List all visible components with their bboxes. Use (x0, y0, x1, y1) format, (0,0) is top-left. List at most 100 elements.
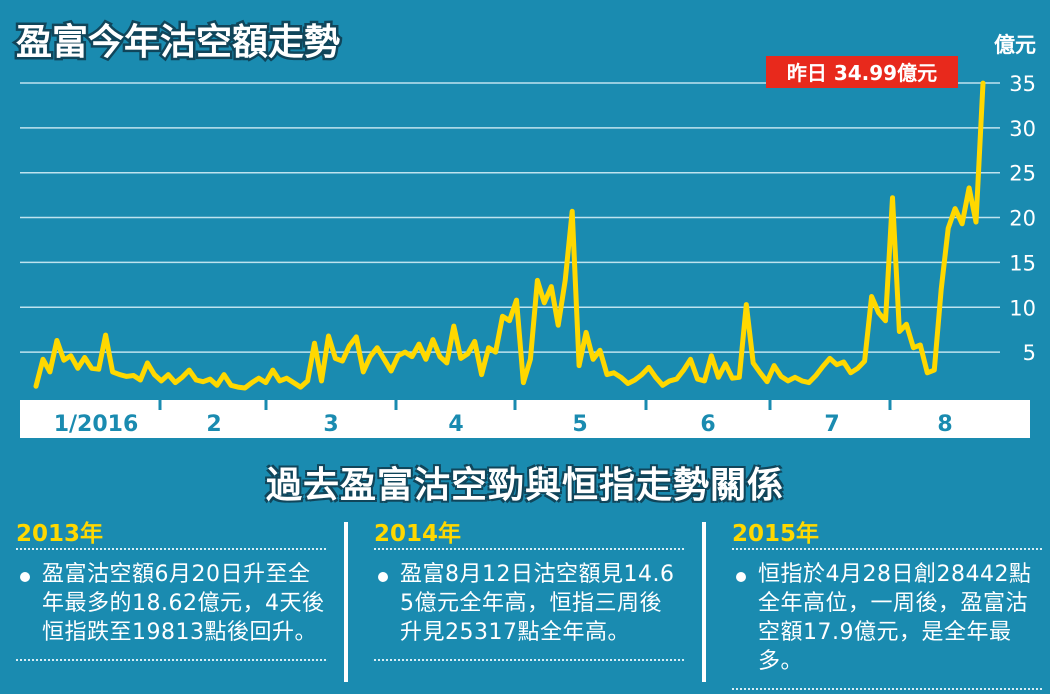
dotted-divider (16, 548, 326, 550)
column-divider (702, 522, 706, 682)
data-point (326, 333, 331, 339)
x-tick-label: 6 (700, 412, 715, 437)
data-point (103, 332, 108, 338)
y-axis-unit: 億元 (994, 33, 1036, 57)
data-point (284, 376, 289, 381)
panel-body: 盈富8月12日沽空額見14.65億元全年高，恒指三周後升見25317點全年高。 (374, 560, 684, 647)
y-axis-labels: 5 10 15 20 25 30 35 (1009, 72, 1036, 365)
bullet-icon (378, 572, 388, 582)
panel-year: 2014年 (374, 521, 462, 547)
data-point (159, 378, 164, 384)
data-point (305, 378, 310, 384)
data-point (841, 359, 846, 365)
data-point (771, 363, 777, 368)
data-point (214, 383, 220, 388)
data-point (33, 384, 39, 389)
panel-text: 恒指於4月28日創28442點全年高位，一周後，盈富沽空額17.9億元，是全年最… (758, 562, 1032, 674)
data-point (451, 323, 456, 329)
data-point (604, 372, 610, 377)
data-point (479, 372, 484, 377)
data-point (291, 380, 296, 385)
data-point (737, 375, 742, 380)
data-point (834, 362, 839, 367)
data-point (68, 353, 74, 358)
data-point (597, 348, 603, 353)
data-point (827, 356, 832, 361)
data-point (618, 375, 624, 380)
gridlines (20, 82, 1000, 353)
data-point (500, 314, 505, 319)
data-point (200, 379, 206, 384)
bullet-icon (736, 572, 746, 582)
data-point (89, 366, 94, 371)
data-point (514, 297, 519, 303)
data-point (444, 360, 449, 366)
data-point (180, 375, 185, 380)
bullet-icon (20, 572, 30, 582)
panel-body: 盈富沽空額6月20日升至全年最多的18.62億元，4天後恒指跌至19813點後回… (16, 560, 326, 647)
data-point (966, 185, 972, 191)
data-point (535, 278, 540, 283)
x-tick-label: 4 (448, 412, 463, 437)
data-point (242, 385, 248, 391)
data-point (368, 354, 373, 359)
data-point (402, 349, 408, 355)
data-point (939, 287, 944, 292)
data-point (75, 366, 81, 371)
data-point (61, 358, 67, 363)
data-point (465, 351, 470, 357)
data-point (110, 369, 115, 375)
data-point (493, 349, 498, 355)
data-point (709, 353, 714, 358)
data-point (785, 378, 791, 384)
y-tick-label: 35 (1009, 72, 1036, 96)
data-point (173, 380, 178, 385)
data-point (883, 318, 888, 323)
data-point (228, 383, 234, 388)
data-point (361, 369, 366, 375)
data-point (813, 373, 819, 378)
data-point (688, 357, 693, 362)
data-point (486, 345, 491, 350)
data-point (730, 376, 735, 381)
series-line (33, 80, 986, 391)
data-point (876, 310, 881, 315)
data-point (869, 294, 874, 299)
data-point (47, 369, 53, 375)
latest-value-callout: 昨日 34.99億元 (766, 56, 958, 88)
panel-text: 盈富8月12日沽空額見14.65億元全年高，恒指三周後升見25317點全年高。 (400, 562, 675, 645)
data-point (862, 358, 867, 364)
y-tick-label: 15 (1009, 251, 1036, 275)
data-point (952, 206, 958, 211)
data-point (521, 380, 526, 385)
data-point (918, 342, 923, 348)
panel-2014: 2014年 盈富8月12日沽空額見14.65億元全年高，恒指三周後升見25317… (374, 514, 684, 661)
data-point (925, 370, 930, 375)
data-point (820, 364, 825, 369)
data-point (124, 374, 129, 379)
data-point (256, 376, 261, 381)
data-point (806, 380, 812, 385)
data-point (674, 376, 679, 382)
data-point (660, 383, 665, 388)
data-point (723, 361, 728, 366)
data-point (904, 322, 909, 327)
data-point (764, 379, 770, 384)
data-point (542, 300, 547, 305)
data-point (423, 357, 429, 362)
x-tick-label: 8 (937, 412, 952, 437)
data-point (639, 372, 644, 377)
x-axis-band (20, 400, 1030, 438)
callout-box (766, 56, 958, 88)
dotted-divider (732, 688, 1042, 690)
data-point (340, 358, 345, 364)
data-point (319, 378, 324, 384)
data-points (33, 80, 986, 391)
data-point (973, 219, 979, 225)
data-point (702, 378, 707, 384)
data-point (409, 354, 415, 359)
data-point (270, 367, 275, 373)
data-point (932, 367, 937, 373)
data-point (277, 378, 282, 384)
